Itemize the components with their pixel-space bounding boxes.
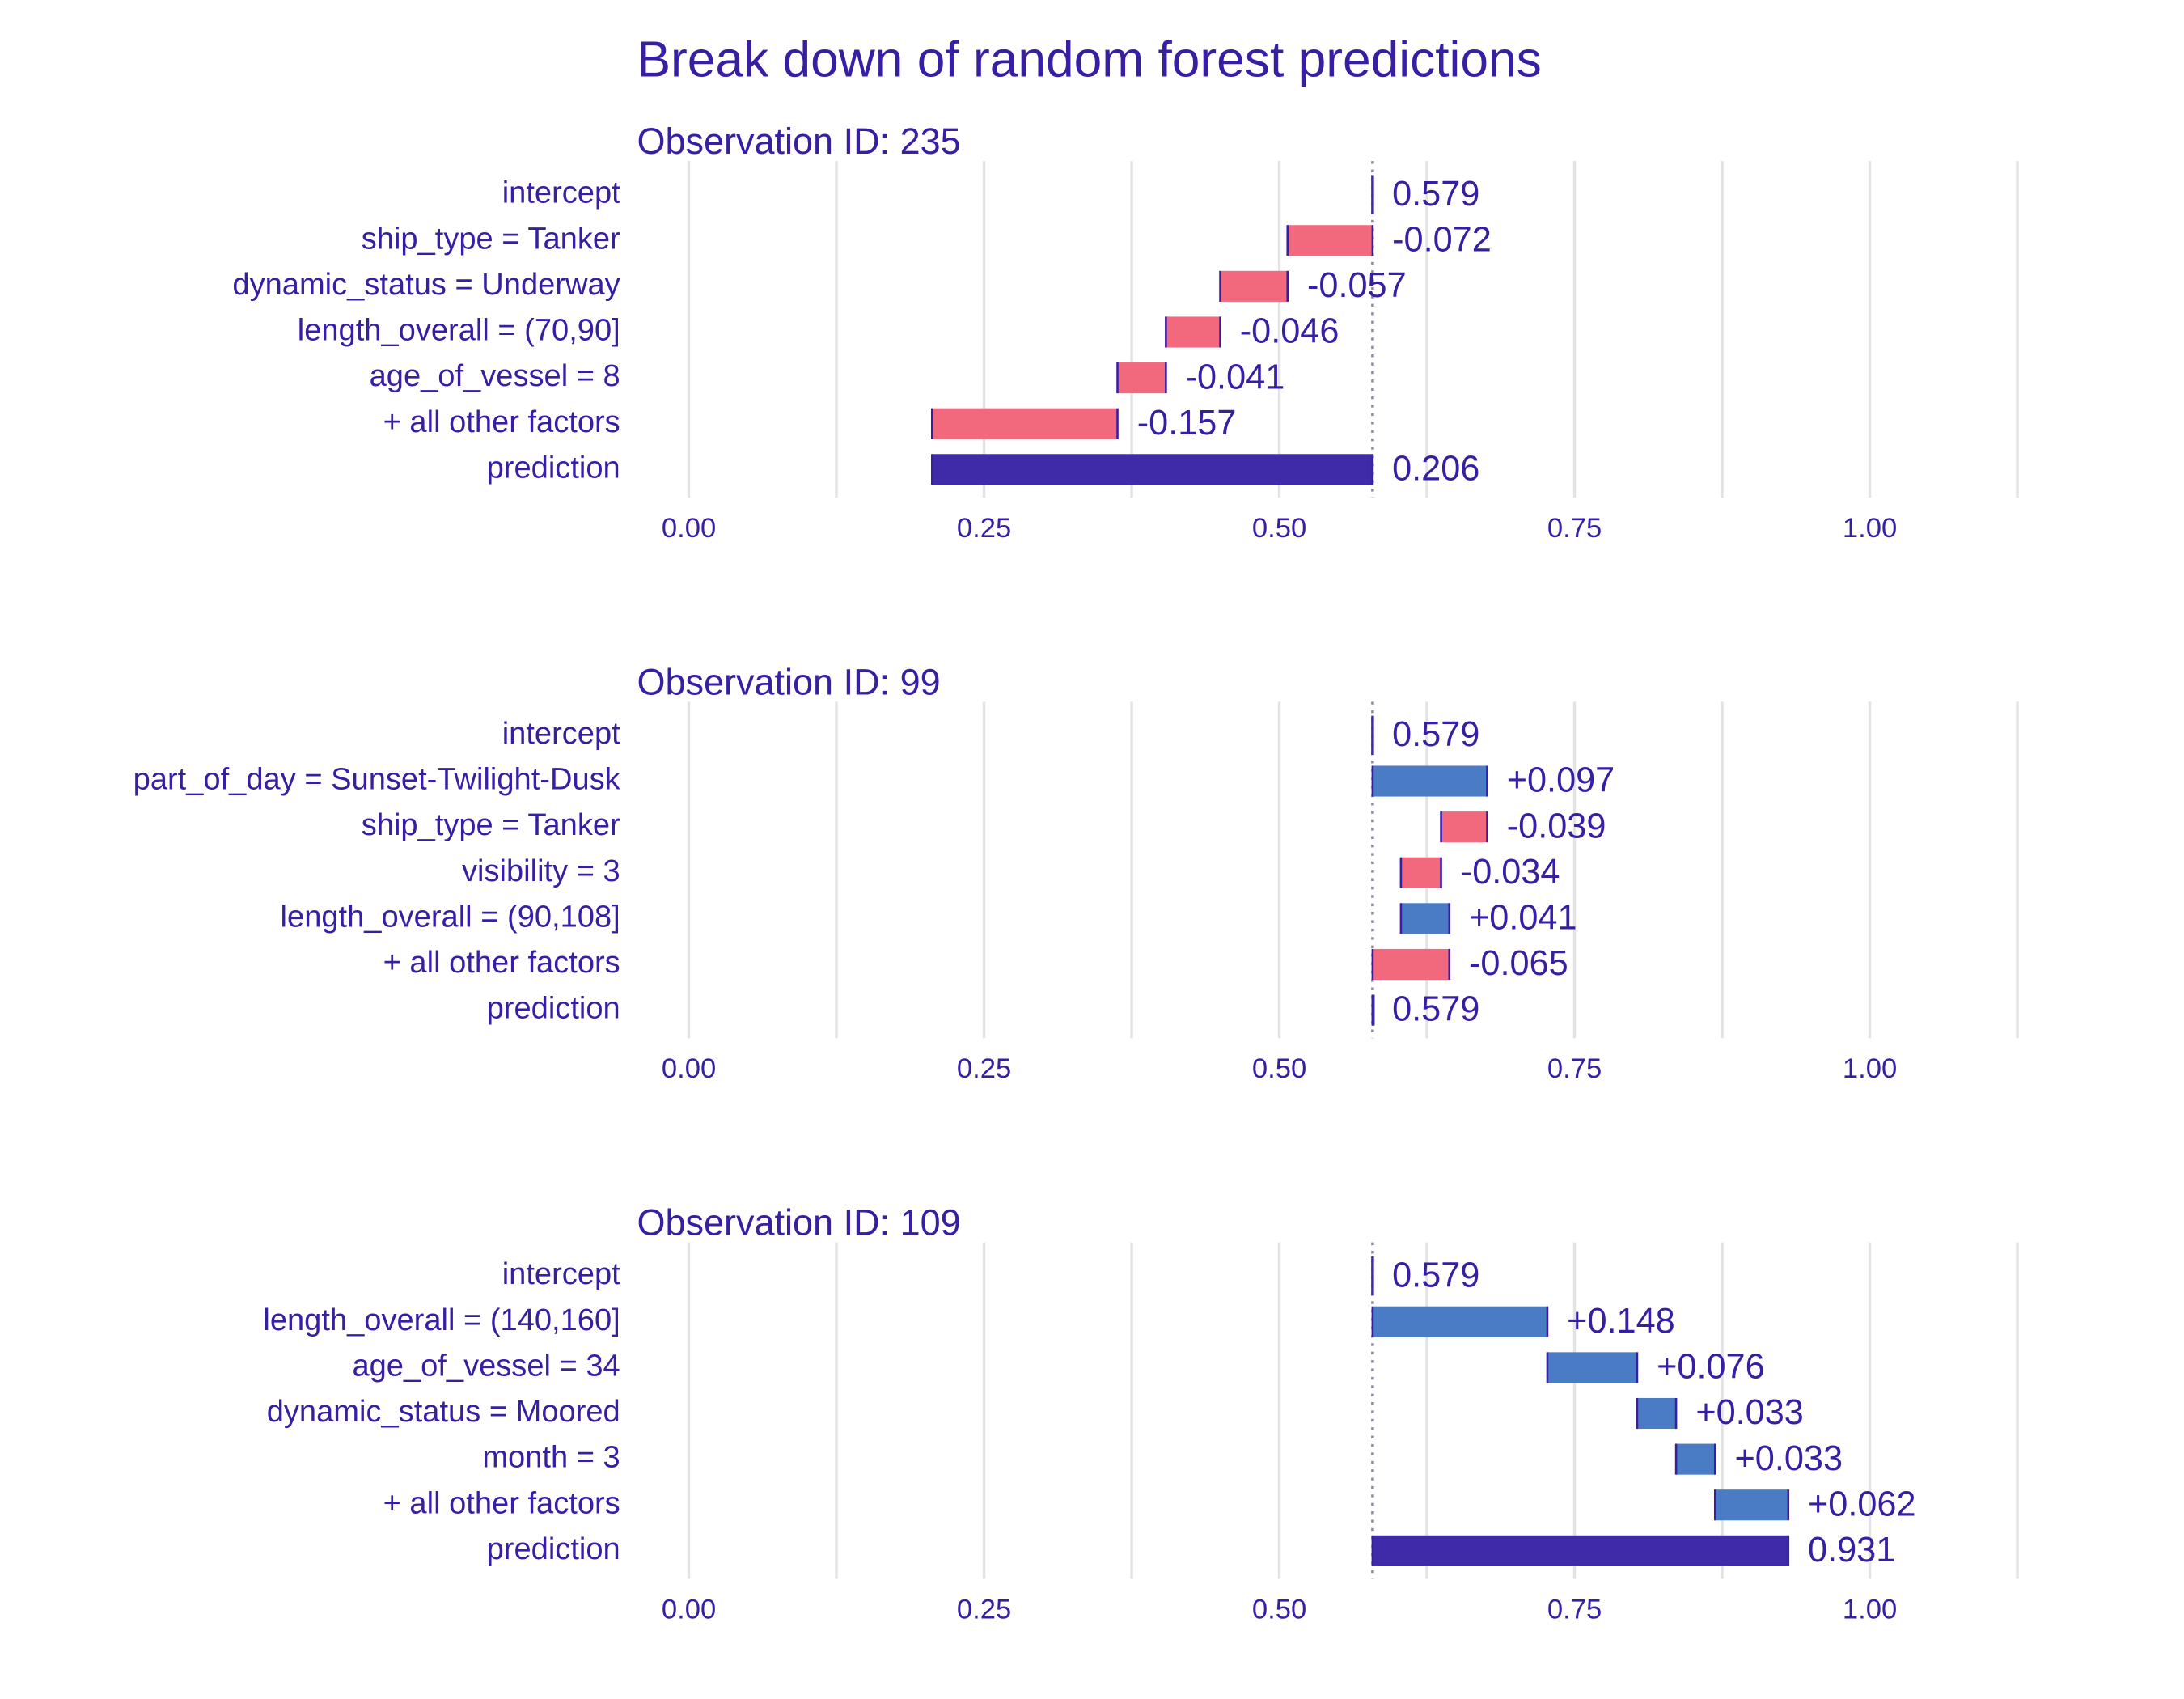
category-label: prediction [487,1532,620,1566]
value-label: +0.033 [1735,1439,1843,1478]
value-label: -0.072 [1392,220,1492,259]
category-label: prediction [487,451,620,485]
category-label: intercept [502,176,620,210]
contribution-bar [1441,811,1488,843]
contribution-bar [1636,1397,1677,1430]
x-tick-label: 0.75 [1547,1053,1602,1084]
value-label: -0.057 [1307,266,1407,305]
category-label: + all other factors [383,1486,620,1520]
x-tick-label: 0.25 [957,1594,1011,1625]
value-label: -0.041 [1186,358,1285,396]
value-label: +0.041 [1469,899,1577,938]
value-label: -0.039 [1507,807,1606,845]
contribution-bar [1400,857,1441,888]
x-tick-label: 0.00 [662,1053,716,1084]
panel-subtitle: Observation ID: 99 [637,661,941,702]
category-label: age_of_vessel = 34 [352,1349,620,1383]
contribution-bar [1372,948,1450,981]
category-label: month = 3 [482,1441,620,1475]
contribution-bar [1400,903,1450,934]
category-label: dynamic_status = Underway [232,268,620,302]
contribution-bar [1220,270,1288,302]
category-label: intercept [502,1257,620,1291]
value-label: 0.579 [1392,990,1479,1029]
contribution-bar [1676,1443,1716,1475]
panel-subtitle: Observation ID: 109 [637,1202,961,1244]
contribution-bar [1372,765,1488,797]
chart-title: Break down of random forest predictions [637,32,1542,87]
value-label: +0.033 [1695,1393,1804,1432]
category-label: intercept [502,717,620,751]
contribution-bar [1372,1306,1547,1337]
category-label: + all other factors [383,405,620,439]
category-label: length_overall = (90,108] [281,900,620,934]
contribution-bar [1117,362,1166,394]
category-label: + all other factors [383,946,620,980]
value-label: 0.931 [1808,1531,1895,1570]
value-label: -0.065 [1469,944,1568,983]
contribution-bar [1547,1352,1637,1383]
x-tick-label: 0.50 [1252,1053,1306,1084]
contribution-bar [1166,316,1221,348]
x-tick-label: 1.00 [1843,513,1897,544]
value-label: +0.062 [1808,1485,1916,1523]
x-tick-label: 0.25 [957,513,1011,544]
category-label: ship_type = Tanker [362,222,620,256]
value-label: 0.579 [1392,715,1479,754]
category-label: prediction [487,992,620,1026]
category-label: length_overall = (140,160] [263,1303,620,1337]
value-label: +0.148 [1567,1302,1675,1341]
value-label: +0.097 [1507,761,1615,800]
prediction-bar [1372,1535,1788,1566]
category-label: length_overall = (70,90] [298,314,620,348]
value-label: -0.046 [1240,312,1340,351]
prediction-bar [932,454,1373,485]
panel-subtitle: Observation ID: 235 [637,121,961,162]
category-label: age_of_vessel = 8 [370,359,620,393]
x-tick-label: 0.00 [662,513,716,544]
x-tick-label: 0.00 [662,1594,716,1625]
value-label: 0.579 [1392,175,1479,214]
x-tick-label: 0.75 [1547,513,1602,544]
value-label: -0.157 [1137,404,1237,443]
x-tick-label: 1.00 [1843,1594,1897,1625]
value-label: 0.579 [1392,1256,1479,1294]
category-label: ship_type = Tanker [362,808,620,842]
x-tick-label: 0.75 [1547,1594,1602,1625]
value-label: -0.034 [1461,853,1560,892]
x-tick-label: 0.50 [1252,513,1306,544]
category-label: part_of_day = Sunset-Twilight-Dusk [133,763,621,797]
value-label: +0.076 [1657,1348,1765,1387]
x-tick-label: 0.25 [957,1053,1011,1084]
x-tick-label: 0.50 [1252,1594,1306,1625]
contribution-bar [1287,225,1373,256]
contribution-bar [1715,1489,1788,1521]
value-label: 0.206 [1392,449,1479,488]
category-label: dynamic_status = Moored [267,1395,620,1429]
category-label: visibility = 3 [462,854,620,888]
contribution-bar [932,408,1118,439]
x-tick-label: 1.00 [1843,1053,1897,1084]
